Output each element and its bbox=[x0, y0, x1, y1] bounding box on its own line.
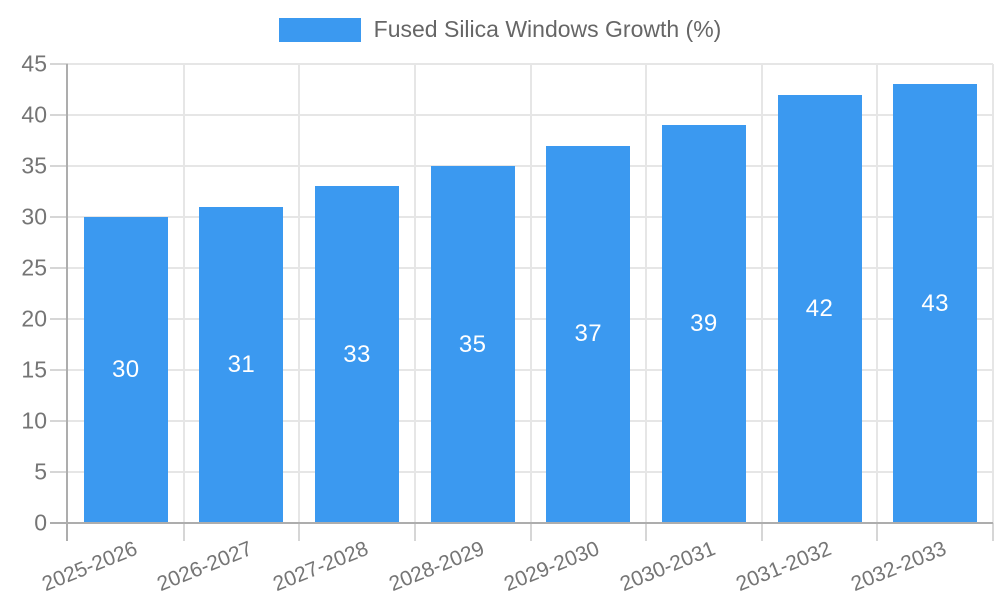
x-gridline bbox=[876, 64, 879, 523]
bar: 35 bbox=[430, 166, 515, 523]
y-tick bbox=[50, 216, 68, 218]
y-axis-line bbox=[66, 64, 68, 541]
y-tick bbox=[50, 267, 68, 269]
y-tick bbox=[50, 114, 68, 116]
x-gridline bbox=[413, 64, 416, 523]
x-tick bbox=[992, 523, 994, 541]
y-axis-label: 45 bbox=[21, 50, 47, 77]
x-gridline bbox=[645, 64, 648, 523]
bar: 39 bbox=[661, 125, 746, 523]
bar-value-label: 30 bbox=[111, 356, 140, 383]
y-axis-label: 40 bbox=[21, 101, 47, 128]
bar-value-label: 37 bbox=[574, 320, 603, 348]
legend-item[interactable]: Fused Silica Windows Growth (%) bbox=[278, 16, 722, 43]
y-tick bbox=[50, 420, 68, 422]
x-tick bbox=[876, 523, 879, 541]
x-axis-line bbox=[50, 522, 993, 524]
bar: 42 bbox=[777, 94, 862, 523]
bar-value-label: 42 bbox=[805, 294, 834, 322]
y-tick bbox=[50, 63, 68, 65]
x-gridline bbox=[760, 64, 763, 523]
y-axis-label: 0 bbox=[34, 509, 47, 536]
x-tick bbox=[529, 523, 532, 541]
x-tick bbox=[645, 523, 648, 541]
x-gridline bbox=[298, 64, 301, 523]
y-tick bbox=[50, 369, 68, 371]
y-tick bbox=[50, 165, 68, 167]
bar-value-label: 33 bbox=[343, 340, 371, 368]
bar: 33 bbox=[315, 186, 400, 523]
x-gridline bbox=[182, 64, 185, 523]
y-axis-label: 20 bbox=[21, 305, 47, 332]
x-tick bbox=[298, 523, 301, 541]
y-axis-label: 15 bbox=[21, 356, 47, 383]
legend-swatch bbox=[278, 17, 361, 42]
bar: 43 bbox=[893, 84, 978, 523]
bar-value-label: 35 bbox=[458, 330, 487, 358]
y-axis-label: 10 bbox=[21, 407, 47, 434]
legend-label: Fused Silica Windows Growth (%) bbox=[373, 16, 722, 42]
y-axis-label: 25 bbox=[21, 254, 47, 281]
x-gridline bbox=[992, 64, 994, 523]
y-tick bbox=[50, 471, 68, 473]
bar: 30 bbox=[83, 217, 168, 523]
y-axis-label: 5 bbox=[34, 458, 47, 485]
y-axis-label: 30 bbox=[21, 203, 47, 230]
y-axis-label: 35 bbox=[21, 152, 47, 179]
bar: 31 bbox=[199, 206, 284, 523]
bar: 37 bbox=[546, 145, 631, 523]
x-gridline bbox=[529, 64, 532, 523]
x-tick bbox=[413, 523, 416, 541]
y-tick bbox=[50, 318, 68, 320]
bar-value-label: 31 bbox=[227, 350, 256, 378]
legend: Fused Silica Windows Growth (%) bbox=[0, 16, 1000, 43]
x-tick bbox=[760, 523, 763, 541]
bar-value-label: 43 bbox=[921, 289, 950, 317]
bar-value-label: 39 bbox=[690, 310, 718, 338]
x-tick bbox=[182, 523, 185, 541]
